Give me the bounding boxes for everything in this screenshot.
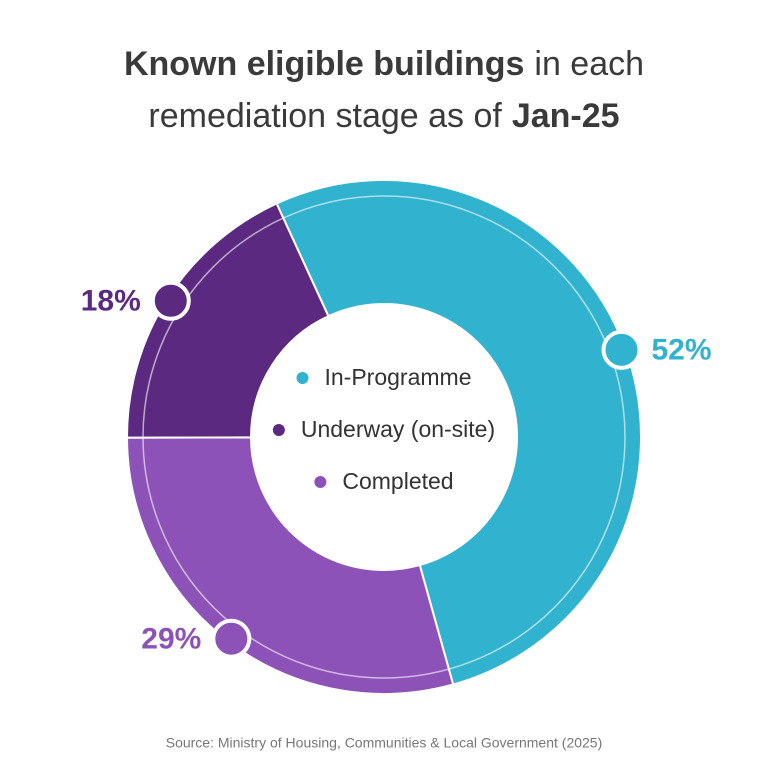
legend-dot: [272, 424, 285, 436]
slice-marker: [211, 618, 252, 659]
chart-title: remediation stage as of Jan-25: [148, 97, 619, 135]
legend-label: Completed: [342, 468, 453, 494]
title-part: remediation stage as of: [148, 97, 502, 135]
slice-marker: [150, 280, 191, 321]
value-label: 52%: [652, 334, 712, 367]
slice-marker: [601, 329, 642, 370]
value-label: 18%: [81, 285, 141, 318]
title-part: in each: [534, 45, 644, 83]
value-label: 29%: [141, 623, 201, 656]
source: Source: Ministry of Housing, Communities…: [166, 735, 603, 751]
title-part: Known eligible buildings: [124, 45, 524, 83]
donut-hole: [251, 304, 517, 570]
title-part: Jan-25: [512, 97, 620, 135]
legend-dot: [296, 372, 309, 384]
legend-label: In-Programme: [325, 364, 472, 390]
inner-ring: [142, 195, 626, 679]
legend-label: Underway (on-site): [301, 416, 495, 442]
chart-title: Known eligible buildings in each: [124, 45, 644, 83]
legend-dot: [314, 476, 327, 488]
